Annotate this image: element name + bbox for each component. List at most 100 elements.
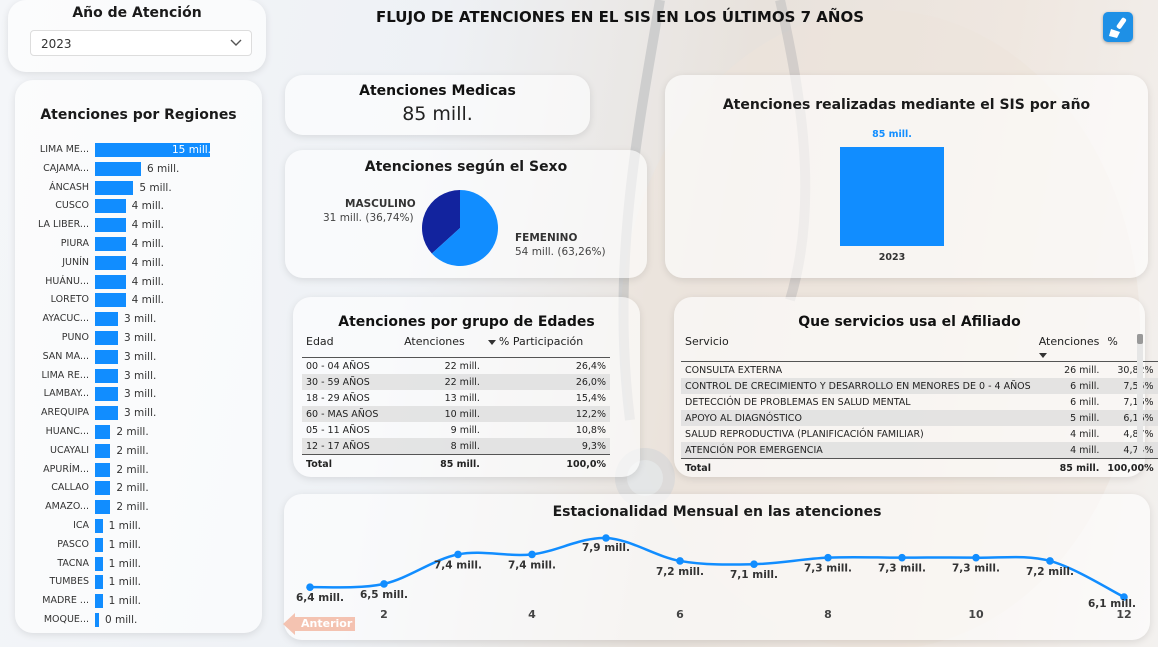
- table-row[interactable]: 05 - 11 AÑOS 9 mill. 10,8%: [302, 422, 610, 438]
- region-label: LA LIBER...: [38, 219, 89, 231]
- region-bar[interactable]: [95, 481, 111, 496]
- region-row[interactable]: CUSCO 4 mill.: [15, 198, 255, 214]
- region-bar[interactable]: [95, 556, 103, 571]
- region-bar[interactable]: [95, 425, 111, 439]
- region-row[interactable]: HUÁNU... 4 mill.: [15, 274, 255, 290]
- region-bar[interactable]: [95, 161, 141, 176]
- data-point[interactable]: [380, 580, 388, 588]
- sort-desc-icon: [487, 339, 496, 345]
- data-point[interactable]: [1120, 593, 1128, 601]
- data-point[interactable]: [898, 553, 906, 562]
- region-row[interactable]: TUMBES 1 mill.: [15, 574, 255, 590]
- region-row[interactable]: MADRE ... 1 mill.: [15, 593, 255, 609]
- region-row[interactable]: PUNO 3 mill.: [15, 330, 255, 346]
- table-row[interactable]: 18 - 29 AÑOS 13 mill. 15,4%: [302, 390, 610, 406]
- data-point[interactable]: [972, 553, 980, 562]
- region-bar[interactable]: [95, 613, 99, 627]
- pie-slice-femenino[interactable]: [431, 190, 498, 266]
- region-bar[interactable]: [95, 218, 126, 233]
- sex-pie-chart: [422, 190, 498, 266]
- region-row[interactable]: PIURA 4 mill.: [15, 236, 255, 252]
- data-point[interactable]: [1046, 557, 1054, 565]
- region-row[interactable]: ICA 1 mill.: [15, 518, 255, 534]
- region-bar[interactable]: [95, 180, 134, 195]
- region-value-label: 2 mill.: [116, 426, 149, 438]
- region-row[interactable]: MOQUE... 0 mill.: [15, 612, 255, 628]
- region-row[interactable]: AYACUC... 3 mill.: [15, 311, 255, 327]
- col-header-percent[interactable]: %: [1103, 335, 1158, 362]
- region-row[interactable]: ÁNCASH 5 mill.: [15, 180, 255, 196]
- table-row[interactable]: 12 - 17 AÑOS 8 mill. 9,3%: [302, 438, 610, 455]
- region-bar[interactable]: [95, 143, 210, 157]
- services-scroll-thumb[interactable]: [1137, 334, 1143, 344]
- table-cell: 4 mill.: [1070, 428, 1100, 440]
- region-row[interactable]: LIMA ME... 15 mill.: [15, 142, 255, 158]
- data-point[interactable]: [824, 553, 832, 562]
- region-bar[interactable]: [95, 293, 126, 308]
- region-row[interactable]: LAMBAY... 3 mill.: [15, 386, 255, 402]
- region-row[interactable]: SAN MA... 3 mill.: [15, 349, 255, 365]
- data-point[interactable]: [528, 550, 536, 559]
- region-label: AMAZO...: [45, 501, 89, 513]
- region-value-label: 1 mill.: [108, 576, 141, 589]
- region-row[interactable]: LIMA RE... 3 mill.: [15, 368, 255, 384]
- region-row[interactable]: APURÍM... 2 mill.: [15, 462, 255, 478]
- region-bar[interactable]: [95, 500, 111, 515]
- region-row[interactable]: HUANC... 2 mill.: [15, 424, 255, 440]
- region-row[interactable]: AMAZO... 2 mill.: [15, 499, 255, 515]
- region-bar[interactable]: [95, 575, 103, 590]
- region-row[interactable]: TACNA 1 mill.: [15, 556, 255, 572]
- col-header-atenciones[interactable]: Atenciones: [400, 335, 484, 358]
- region-bar[interactable]: [95, 368, 118, 383]
- year-bar[interactable]: [840, 147, 944, 246]
- back-button[interactable]: Anterior: [283, 613, 355, 635]
- region-bar[interactable]: [95, 331, 118, 345]
- region-bar[interactable]: [95, 537, 103, 552]
- region-row[interactable]: LORETO 4 mill.: [15, 292, 255, 308]
- col-header-atenciones[interactable]: Atenciones: [1034, 335, 1104, 362]
- region-bar[interactable]: [95, 199, 126, 214]
- table-row[interactable]: CONTROL DE CRECIMIENTO Y DESARROLLO EN M…: [681, 378, 1158, 394]
- region-row[interactable]: CAJAMA... 6 mill.: [15, 161, 255, 177]
- region-row[interactable]: AREQUIPA 3 mill.: [15, 405, 255, 421]
- col-header-servicio[interactable]: Servicio: [681, 335, 1035, 362]
- data-point[interactable]: [602, 534, 610, 542]
- data-point[interactable]: [306, 583, 314, 591]
- data-point[interactable]: [454, 550, 462, 559]
- region-bar[interactable]: [95, 274, 126, 289]
- region-bar[interactable]: [95, 237, 126, 251]
- data-point[interactable]: [676, 557, 684, 565]
- services-scrollbar[interactable]: [1137, 334, 1143, 454]
- pie-value-femenino: 54 mill. (63,26%): [515, 246, 606, 258]
- region-bar[interactable]: [95, 462, 111, 477]
- region-bar[interactable]: [95, 255, 126, 270]
- region-bar[interactable]: [95, 406, 118, 421]
- col-header-participacion[interactable]: % Participación: [483, 335, 610, 358]
- region-row[interactable]: JUNÍN 4 mill.: [15, 255, 255, 271]
- table-row[interactable]: 00 - 04 AÑOS 22 mill. 26,4%: [302, 358, 610, 375]
- total-cell: 100,00%: [1103, 458, 1158, 477]
- region-row[interactable]: LA LIBER... 4 mill.: [15, 217, 255, 233]
- pie-slice-masculino[interactable]: [422, 190, 460, 254]
- table-cell: 5 mill.: [1034, 410, 1104, 426]
- region-bar[interactable]: [95, 312, 118, 327]
- region-row[interactable]: PASCO 1 mill.: [15, 537, 255, 553]
- region-label: SAN MA...: [42, 350, 89, 362]
- col-header-edad[interactable]: Edad: [302, 335, 401, 358]
- clear-filters-button[interactable]: [1103, 12, 1133, 42]
- region-bar[interactable]: [95, 349, 118, 364]
- total-cell: Total: [302, 454, 401, 473]
- table-row[interactable]: 30 - 59 AÑOS 22 mill. 26,0%: [302, 374, 610, 390]
- region-bar[interactable]: [95, 519, 103, 533]
- year-dropdown[interactable]: 2023: [30, 30, 252, 56]
- region-bar[interactable]: [95, 443, 111, 458]
- table-row[interactable]: CONSULTA EXTERNA 26 mill. 30,82%: [681, 362, 1158, 379]
- region-bar[interactable]: [95, 594, 103, 609]
- data-point[interactable]: [750, 560, 758, 569]
- region-bar[interactable]: [95, 387, 118, 402]
- table-row[interactable]: 60 - MAS AÑOS 10 mill. 12,2%: [302, 406, 610, 422]
- region-row[interactable]: UCAYALI 2 mill.: [15, 443, 255, 459]
- region-row[interactable]: CALLAO 2 mill.: [15, 480, 255, 496]
